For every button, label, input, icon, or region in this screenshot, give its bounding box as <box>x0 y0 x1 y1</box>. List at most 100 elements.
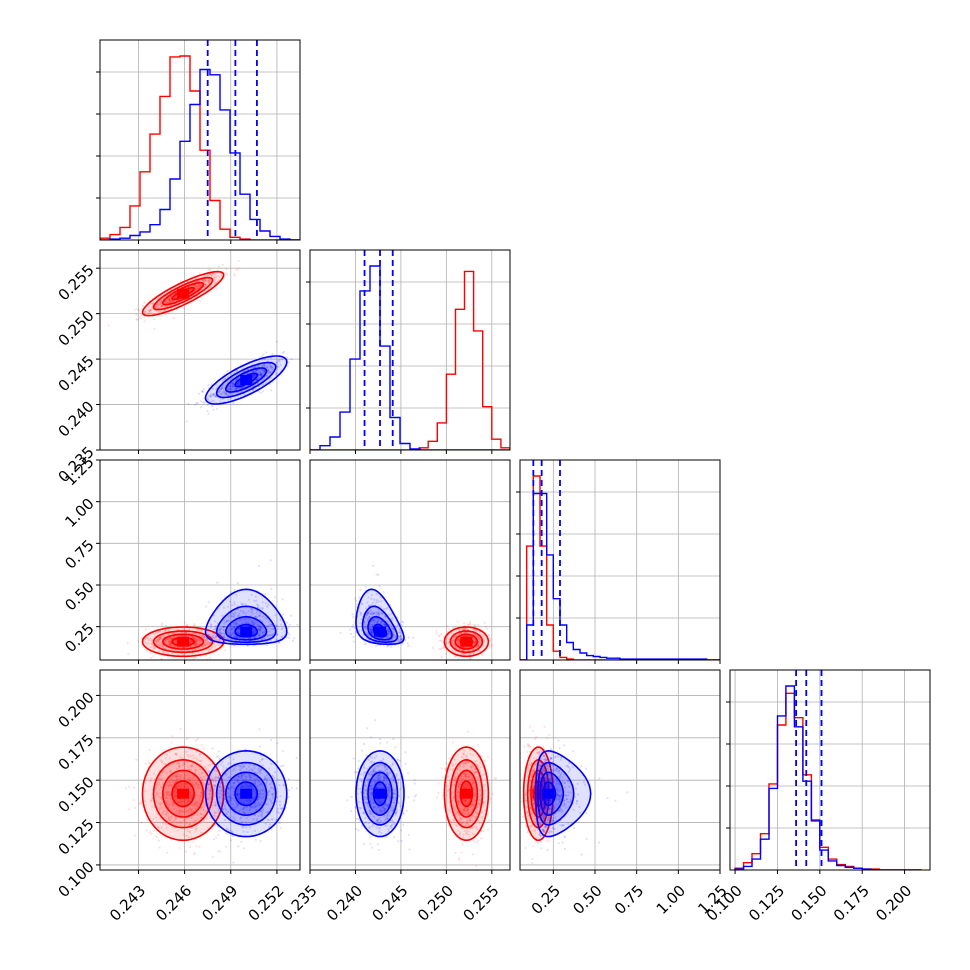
sample-point <box>144 800 147 803</box>
sample-point <box>166 793 169 796</box>
sample-point <box>213 628 217 631</box>
sample-point <box>261 608 264 611</box>
sample-point <box>229 387 232 390</box>
sample-point <box>199 753 202 756</box>
sample-point <box>190 808 193 811</box>
sample-point <box>160 826 163 829</box>
sample-point <box>271 352 274 356</box>
density-peak <box>177 636 190 647</box>
sample-point <box>371 601 374 605</box>
sample-point <box>175 784 178 788</box>
sample-point <box>242 637 246 640</box>
sample-point <box>209 394 212 397</box>
sample-point <box>263 369 266 372</box>
sample-point <box>149 656 152 660</box>
sample-point <box>379 596 382 599</box>
sample-point <box>225 392 228 395</box>
sample-point <box>162 645 165 648</box>
sample-point <box>168 296 172 299</box>
sample-point <box>468 652 471 656</box>
sample-point <box>203 805 206 808</box>
sample-point <box>244 612 247 615</box>
sample-point <box>462 652 465 655</box>
sample-point <box>223 640 226 643</box>
sample-point <box>288 623 291 626</box>
sample-point <box>254 635 257 638</box>
sample-point <box>193 637 196 641</box>
sample-point <box>365 613 369 616</box>
sample-point <box>364 617 367 620</box>
sample-point <box>186 737 189 740</box>
sample-point <box>377 614 380 617</box>
sample-point <box>228 646 231 649</box>
sample-point <box>281 351 284 354</box>
sample-point <box>169 771 172 774</box>
sample-point <box>230 626 233 629</box>
sample-point <box>174 793 177 797</box>
sample-point <box>159 791 162 794</box>
sample-point <box>401 620 404 623</box>
sample-point <box>194 644 197 647</box>
sample-point <box>202 401 205 404</box>
sample-point <box>192 624 195 627</box>
sample-point <box>212 274 215 277</box>
sample-point <box>366 613 369 616</box>
sample-point <box>174 817 178 820</box>
sample-point <box>164 791 167 794</box>
sample-point <box>249 622 252 625</box>
sample-point <box>173 790 176 793</box>
sample-point <box>237 267 240 270</box>
sample-point <box>196 813 199 816</box>
sample-point <box>136 308 139 311</box>
sample-point <box>370 631 373 634</box>
sample-point <box>218 390 221 393</box>
sample-point <box>254 615 257 618</box>
sample-point <box>216 581 219 584</box>
sample-point <box>193 622 196 626</box>
sample-point <box>269 639 272 642</box>
sample-point <box>167 300 170 303</box>
sample-point <box>368 612 371 615</box>
sample-point <box>196 288 199 291</box>
sample-point <box>169 643 172 646</box>
sample-point <box>453 643 456 647</box>
sample-point <box>376 618 379 621</box>
sample-point <box>159 295 162 298</box>
sample-point <box>382 623 385 626</box>
sample-point <box>219 634 222 637</box>
sample-point <box>269 623 272 626</box>
sample-point <box>179 810 182 813</box>
sample-point <box>164 640 167 643</box>
sample-point <box>205 642 208 645</box>
sample-point <box>214 777 217 781</box>
sample-point <box>276 760 279 763</box>
sample-point <box>185 750 188 753</box>
sample-point <box>225 370 229 373</box>
sample-point <box>150 308 153 311</box>
sample-point <box>233 615 236 618</box>
sample-point <box>238 618 241 621</box>
sample-point <box>386 630 389 633</box>
sample-point <box>369 613 372 616</box>
sample-point <box>174 752 177 755</box>
sample-point <box>477 643 480 646</box>
sample-point <box>469 622 472 626</box>
sample-point <box>182 646 185 649</box>
sample-point <box>158 807 161 811</box>
sample-point <box>217 265 220 268</box>
sample-point <box>198 285 201 288</box>
sample-point <box>266 373 269 376</box>
sample-point <box>377 600 380 603</box>
sample-point <box>170 652 173 655</box>
sample-point <box>254 379 257 382</box>
sample-point <box>463 631 467 634</box>
sample-point <box>468 623 471 626</box>
sample-point <box>160 760 163 763</box>
sample-point <box>263 363 266 366</box>
sample-point <box>223 377 226 380</box>
sample-point <box>473 641 476 645</box>
sample-point <box>127 785 131 788</box>
sample-point <box>229 624 232 627</box>
sample-point <box>398 629 401 632</box>
